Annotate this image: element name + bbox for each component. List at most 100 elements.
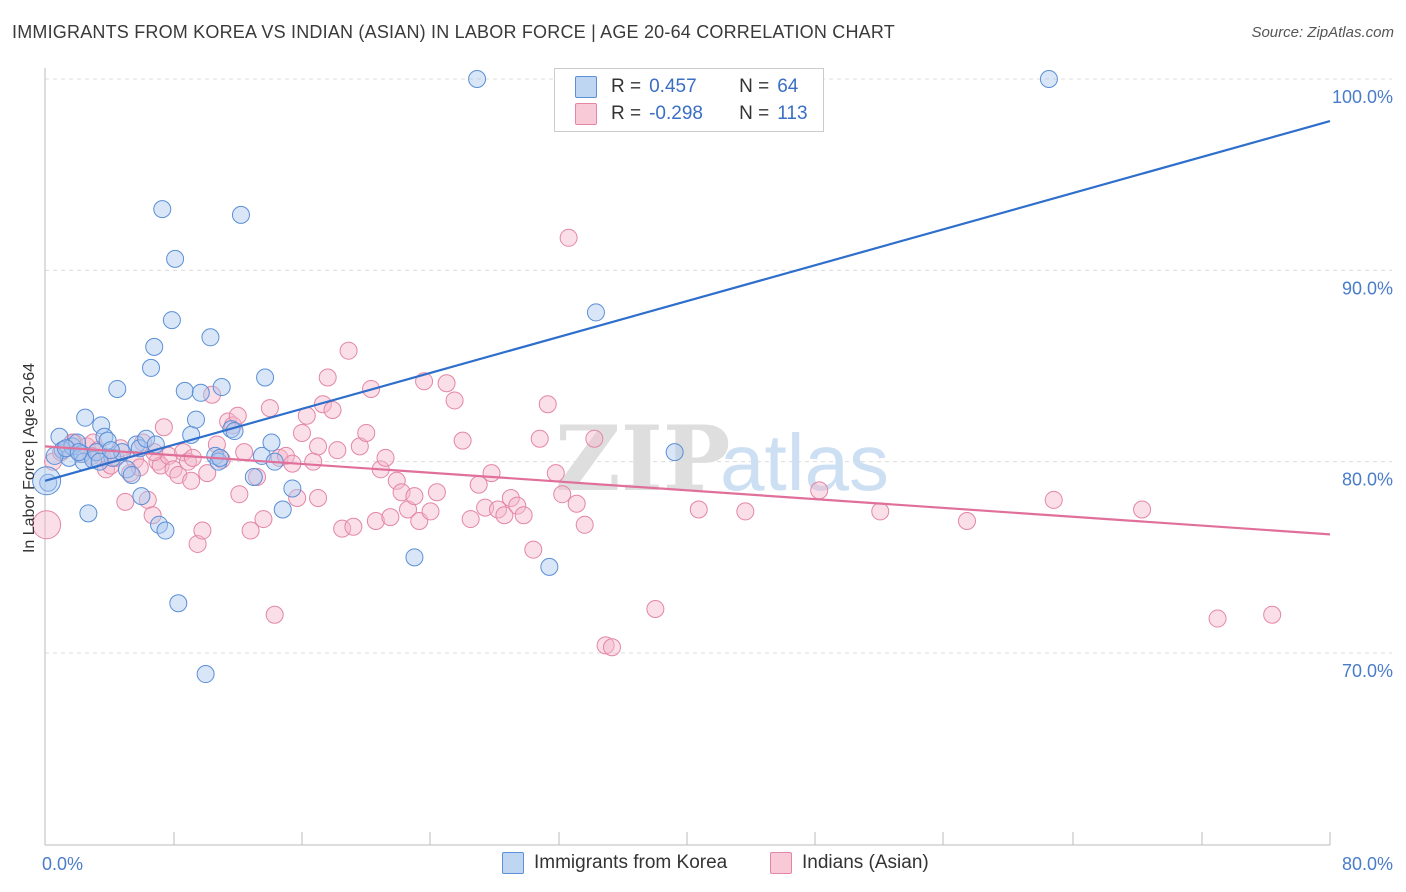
korea-point-44 [245,468,262,485]
legend: R = 0.457 N = 64 R = -0.298 N = 113 [554,68,824,132]
indian-point-112 [310,438,327,455]
indian-point-99 [737,503,754,520]
korea-point-24 [143,359,160,376]
grid-lines [45,79,1392,653]
scatter-chart: ZIPatlas 70.0%80.0%90.0%100.0%0.0% 80.0%I… [0,0,1406,892]
indian-point-88 [539,396,556,413]
legend-swatch-indian [575,103,597,125]
legend-r-label-korea: R = [611,76,641,98]
indian-point-104 [1134,501,1151,518]
legend-swatch-korea [575,76,597,98]
indian-point-98 [690,501,707,518]
bottom-legend-swatch-indian [770,852,792,874]
korea-point-22 [133,488,150,505]
indian-point-60 [358,424,375,441]
korea-point-35 [192,384,209,401]
indian-point-86 [525,541,542,558]
indian-point-48 [294,424,311,441]
indian-point-54 [324,402,341,419]
y-tick-label-1: 80.0% [1342,470,1393,490]
indian-point-93 [576,516,593,533]
legend-row-indian: R = -0.298 N = 113 [575,100,808,128]
indian-point-74 [438,375,455,392]
korea-point-32 [176,382,193,399]
indian-point-42 [261,400,278,417]
x-tick-label-max: 80.0% [1342,854,1393,874]
korea-point-19 [123,467,140,484]
y-tick-label-2: 90.0% [1342,278,1393,298]
indian-point-69 [406,488,423,505]
indian-point-73 [428,484,445,501]
legend-n-value-indian: 113 [777,103,807,125]
indian-point-50 [305,453,322,470]
indian-point-87 [531,430,548,447]
legend-r-value-korea: 0.457 [649,76,719,98]
korea-point-46 [257,369,274,386]
indian-point-102 [958,512,975,529]
korea-point-53 [541,558,558,575]
indian-point-38 [236,444,253,461]
korea-point-47 [263,434,280,451]
indian-point-94 [586,430,603,447]
korea-point-51 [406,549,423,566]
korea-point-34 [187,411,204,428]
korea-point-27 [157,522,174,539]
indian-point-101 [872,503,889,520]
legend-r-label-indian: R = [611,103,641,125]
legend-n-label-korea: N = [739,76,769,98]
korea-point-49 [274,501,291,518]
indian-point-96 [604,639,621,656]
indian-point-77 [462,511,479,528]
korea-point-50 [284,480,301,497]
indian-point-64 [377,449,394,466]
indian-point-65 [382,509,399,526]
legend-r-value-indian: -0.298 [649,103,719,125]
indian-point-111 [231,486,248,503]
korea-point-54 [587,304,604,321]
indian-point-22 [155,419,172,436]
korea-point-28 [154,201,171,218]
indian-point-97 [647,600,664,617]
korea-point-52 [469,71,486,88]
korea-point-63 [70,444,87,461]
indian-point-53 [319,369,336,386]
korea-point-40 [213,379,230,396]
indian-point-103 [1045,491,1062,508]
indian-point-75 [446,392,463,409]
legend-row-korea: R = 0.457 N = 64 [575,73,798,101]
indian-point-90 [554,486,571,503]
indian-point-43 [266,606,283,623]
legend-n-value-korea: 64 [777,76,798,98]
x-tick-label-min: 0.0% [42,854,83,874]
y-tick-label-0: 70.0% [1342,661,1393,681]
korea-points [33,71,1058,683]
korea-point-43 [232,206,249,223]
korea-point-25 [146,338,163,355]
korea-point-56 [1040,71,1057,88]
korea-point-31 [170,595,187,612]
korea-point-55 [666,444,683,461]
indian-point-13 [117,493,134,510]
korea-point-16 [109,380,126,397]
indian-point-76 [454,432,471,449]
korea-point-9 [80,505,97,522]
indian-point-106 [1264,606,1281,623]
y-axis-title: In Labor Force | Age 20-64 [21,363,38,553]
bottom-legend-label-korea: Immigrants from Korea [534,852,727,874]
indian-point-100 [811,482,828,499]
indian-point-85 [515,507,532,524]
indian-point-89 [547,465,564,482]
korea-point-37 [202,329,219,346]
indian-point-72 [422,503,439,520]
indian-point-80 [483,465,500,482]
indian-point-30 [194,522,211,539]
bottom-legend-indian: Indians (Asian) [770,852,929,874]
indian-point-110 [183,472,200,489]
korea-point-30 [167,250,184,267]
indian-point-57 [340,342,357,359]
korea-point-36 [197,666,214,683]
bottom-legend-korea: Immigrants from Korea [502,852,727,874]
indian-point-105 [1209,610,1226,627]
indian-point-91 [560,229,577,246]
